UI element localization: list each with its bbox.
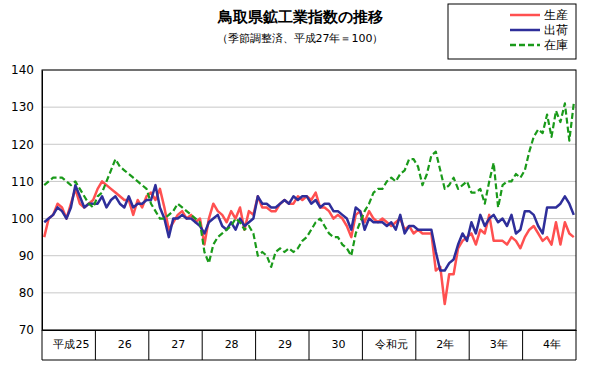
y-tick-label: 100 <box>11 212 34 226</box>
year-separator <box>362 330 363 360</box>
x-tick-label: 28 <box>225 338 239 351</box>
year-separator <box>202 330 203 360</box>
year-separator <box>415 330 416 360</box>
chart: 鳥取県鉱工業指数の推移 （季節調整済、平成27年＝100） 70 80 90 100 110… <box>0 0 590 389</box>
x-tick-label: 令和元 <box>375 338 408 351</box>
y-tick: 80 <box>19 286 42 300</box>
year-separator <box>255 330 256 360</box>
legend-swatch <box>510 14 540 17</box>
y-tick: 110 <box>11 175 42 189</box>
x-tick-label: 平成25 <box>53 338 89 351</box>
x-tick: 令和元 <box>375 330 408 351</box>
x-tick-label: 26 <box>118 338 132 351</box>
grid-line <box>42 292 576 293</box>
grid-line <box>42 107 576 108</box>
x-tick: 27 <box>171 330 185 351</box>
year-separator <box>522 330 523 360</box>
y-tick-label: 140 <box>11 63 34 77</box>
x-tick: 28 <box>225 330 239 351</box>
legend-label: 出荷 <box>544 23 568 37</box>
x-tick: 3年 <box>490 330 508 351</box>
grid-line <box>42 181 576 182</box>
series-lines <box>44 103 574 304</box>
x-tick: 26 <box>118 330 132 351</box>
x-tick-label: 29 <box>278 338 292 351</box>
y-tick: 90 <box>19 249 42 263</box>
year-separator <box>42 330 43 360</box>
y-tick-label: 130 <box>11 100 34 114</box>
year-separator <box>309 330 310 360</box>
legend-label: 在庫 <box>544 38 568 52</box>
year-separator <box>148 330 149 360</box>
legend-label: 生産 <box>544 8 568 22</box>
grid-line <box>42 255 576 256</box>
series-line <box>44 181 574 304</box>
title: 鳥取県鉱工業指数の推移 <box>217 8 383 26</box>
y-tick: 70 <box>19 323 42 337</box>
y-axis: 70 80 90 100 110 120 130 140 <box>11 63 42 337</box>
year-separator <box>576 330 577 360</box>
y-tick: 130 <box>11 100 42 114</box>
year-separator <box>95 330 96 360</box>
x-tick: 4年 <box>543 330 561 351</box>
y-tick-label: 80 <box>19 286 34 300</box>
grid-line <box>42 144 576 145</box>
y-tick-label: 90 <box>19 249 34 263</box>
legend-swatch <box>510 29 540 32</box>
x-tick-label: 30 <box>331 338 345 351</box>
y-tick: 120 <box>11 138 42 152</box>
x-tick-label: 4年 <box>543 338 561 351</box>
legend-swatch <box>510 44 540 47</box>
x-tick-label: 2年 <box>436 338 454 351</box>
series-line <box>44 185 574 270</box>
year-separators <box>42 330 576 360</box>
plot-frame <box>42 70 576 330</box>
plot: 70 80 90 100 110 120 130 140 平成25 26 27 28 29 30 令和元 2年… <box>11 63 576 360</box>
y-tick-label: 120 <box>11 138 34 152</box>
subtitle: （季節調整済、平成27年＝100） <box>217 32 384 45</box>
year-separator <box>469 330 470 360</box>
x-tick-label: 3年 <box>490 338 508 351</box>
label-band-bottom <box>42 360 576 361</box>
y-tick-label: 70 <box>19 323 34 337</box>
x-tick-label: 27 <box>171 338 185 351</box>
x-tick: 29 <box>278 330 292 351</box>
x-tick: 30 <box>331 330 345 351</box>
grid <box>42 70 576 330</box>
series-line <box>44 103 574 266</box>
x-tick: 平成25 <box>53 330 89 351</box>
x-tick: 2年 <box>436 330 454 351</box>
y-tick-label: 110 <box>11 175 34 189</box>
legend: 生産出荷在庫 <box>448 4 576 59</box>
y-tick: 140 <box>11 63 42 77</box>
legend-box <box>448 4 576 59</box>
y-tick: 100 <box>11 212 42 226</box>
